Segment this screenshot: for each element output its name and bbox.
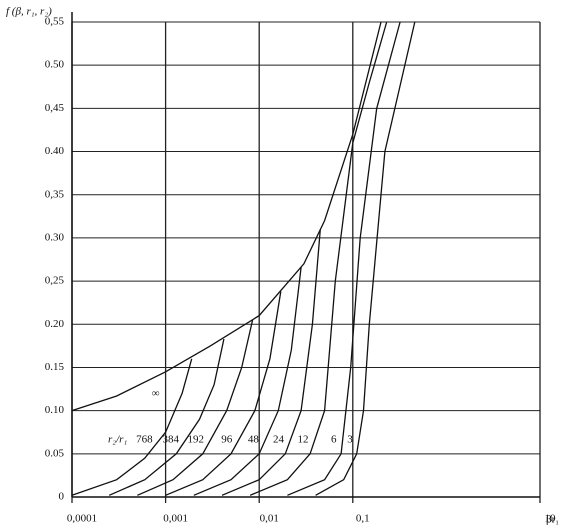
y-tick-label: 0.15 (45, 361, 65, 373)
x-tick-label: 0,001 (163, 513, 188, 525)
y-axis-label: f (β, r₁, r₂) (6, 6, 52, 18)
x-axis-label: βr₁ (546, 514, 559, 526)
x-tick-label: 10 (545, 513, 557, 525)
curve (165, 291, 282, 496)
y-tick-label: 0,55 (45, 16, 65, 28)
y-tick-label: 0.50 (45, 59, 65, 71)
curve (221, 229, 321, 496)
series-label: 192 (188, 434, 205, 446)
y-tick-label: 0.40 (45, 145, 65, 157)
y-tick-label: 0.20 (45, 318, 65, 330)
series-label: 24 (273, 434, 285, 446)
series-label: 384 (162, 434, 179, 446)
x-tick-label: 0,0001 (67, 513, 97, 525)
curve (71, 358, 193, 496)
series-label: 6 (331, 434, 337, 446)
y-tick-label: 0,35 (45, 188, 65, 200)
x-tick-label: 0,1 (356, 513, 370, 525)
curve (193, 267, 302, 496)
series-label: 96 (221, 434, 233, 446)
y-tick-label: 0,25 (45, 275, 65, 287)
legend-title: r₂/r₁ (108, 434, 127, 446)
series-label: 12 (297, 434, 308, 446)
series-label: ∞ (152, 387, 160, 399)
y-tick-label: 0.05 (45, 447, 65, 459)
series-label: 768 (136, 434, 153, 446)
y-tick-label: 0,45 (45, 102, 65, 114)
curve (71, 21, 382, 412)
x-tick-label: 0,01 (260, 513, 279, 525)
curve (249, 21, 388, 496)
series-label: 48 (248, 434, 260, 446)
y-tick-label: 0.30 (45, 231, 65, 243)
curve (287, 21, 401, 496)
curve (137, 319, 254, 496)
y-tick-label: 0 (59, 491, 65, 503)
curve (315, 21, 416, 496)
series-label: 3 (347, 434, 353, 446)
y-tick-label: 0.10 (45, 404, 65, 416)
curve (108, 338, 225, 496)
